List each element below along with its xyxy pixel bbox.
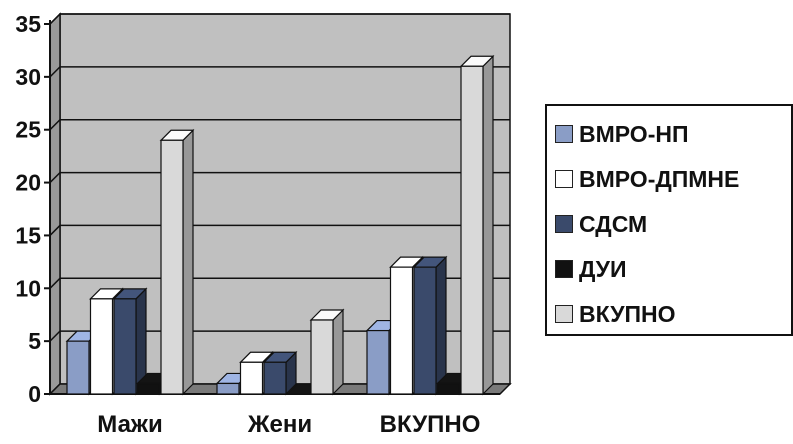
legend-item-vmro-dpmne: ВМРО-ДПМНЕ — [555, 164, 739, 194]
bar-front — [460, 65, 484, 395]
legend-swatch-vmro-np — [555, 125, 573, 143]
bar-front — [436, 382, 461, 395]
bar-front — [310, 319, 334, 395]
bar-front — [216, 382, 240, 395]
legend-label-vkupno: ВКУПНО — [579, 300, 676, 327]
bar-front — [89, 298, 114, 395]
legend-swatch-sdsm — [555, 215, 573, 233]
legend-item-dui: ДУИ — [555, 254, 627, 284]
bar-front — [136, 382, 161, 395]
gridline — [49, 330, 510, 342]
bar-side — [482, 54, 494, 396]
legend-swatch-vkupno — [555, 305, 573, 323]
legend-item-vkupno: ВКУПНО — [555, 299, 676, 329]
y-tick-label: 10 — [15, 275, 41, 301]
gridline — [49, 224, 510, 236]
bar-4-1 — [309, 308, 345, 396]
legend-swatch-vmro-dpmne — [555, 170, 573, 188]
bar-2-1 — [262, 350, 298, 396]
bar-front — [239, 361, 264, 395]
y-tick-label: 20 — [15, 170, 41, 196]
legend-label-dui: ДУИ — [579, 255, 627, 282]
legend: ВМРО-НП ВМРО-ДПМНЕ СДСМ ДУИ ВКУПНО — [545, 104, 793, 336]
legend-label-sdsm: СДСМ — [579, 210, 648, 237]
legend-item-sdsm: СДСМ — [555, 209, 647, 239]
legend-item-vmro-np: ВМРО-НП — [555, 119, 689, 149]
bar-side — [182, 128, 194, 396]
bar-4-2 — [459, 54, 495, 396]
bar-side — [435, 255, 447, 396]
bar-side — [332, 308, 344, 396]
legend-label-vmro-np: ВМРО-НП — [579, 120, 689, 147]
bar-front — [366, 329, 390, 395]
bar-front — [413, 266, 437, 395]
x-category-label: Мажи — [97, 411, 162, 438]
x-category-label: Жени — [247, 411, 312, 438]
y-tick-label: 15 — [15, 222, 41, 248]
y-tick-label: 0 — [28, 381, 41, 407]
legend-label-vmro-dpmne: ВМРО-ДПМНЕ — [579, 165, 740, 192]
bar-4-0 — [159, 128, 195, 396]
gridline — [49, 13, 510, 25]
gridline — [49, 171, 510, 184]
legend-swatch-dui — [555, 260, 573, 278]
gridline — [49, 66, 510, 78]
bar-2-2 — [412, 255, 448, 396]
bar-front — [389, 266, 414, 395]
y-tick-label: 35 — [15, 11, 41, 37]
bar-front — [113, 298, 137, 395]
bar-front — [66, 340, 90, 395]
y-tick-label: 30 — [15, 64, 41, 90]
bar-2-0 — [112, 287, 148, 396]
bar-front — [160, 139, 184, 395]
y-tick-label: 25 — [15, 117, 41, 143]
x-category-label: ВКУПНО — [380, 411, 481, 438]
gridline — [49, 118, 510, 131]
y-tick-label: 5 — [28, 328, 41, 354]
bar-front — [263, 361, 287, 395]
gridline — [49, 277, 510, 289]
